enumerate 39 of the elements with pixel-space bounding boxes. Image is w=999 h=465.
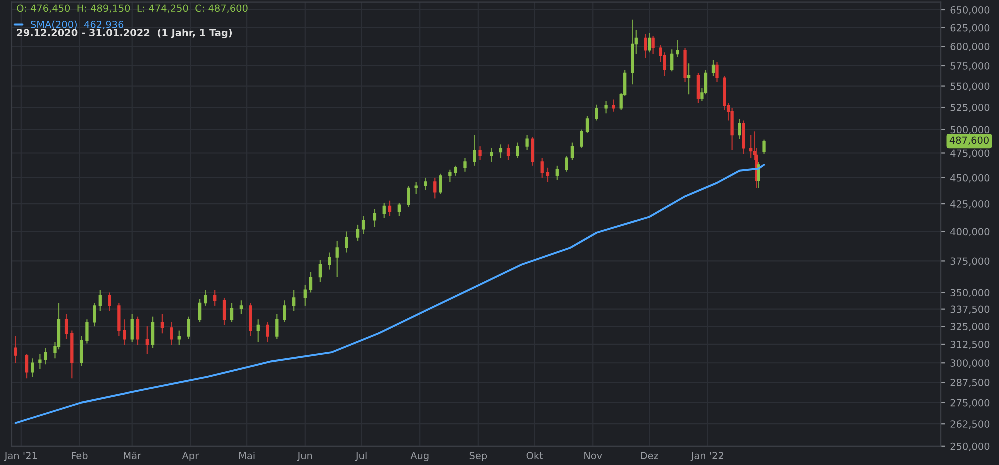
x-tick-label: Nov [584, 452, 602, 460]
chart-title: O: 476,450 H: 489,150 L: 474,250 C: 487,600 [17, 4, 248, 14]
y-tick-label: 525,000 [950, 104, 990, 112]
x-tick-label: Jan '21 [4, 452, 38, 462]
x-tick-label: Mai [240, 452, 255, 460]
x-tick-label: Dez [641, 452, 658, 460]
y-tick-label: 312,500 [950, 340, 990, 350]
y-tick-label: 350,000 [950, 289, 990, 298]
x-tick-label: Mär [124, 452, 142, 460]
x-tick-label: Apr [182, 452, 200, 462]
x-tick-label: Feb [72, 452, 88, 460]
y-tick-label: 600,000 [950, 43, 990, 52]
y-tick-label: 550,000 [950, 82, 990, 92]
text: 487,600 [950, 136, 989, 146]
x-tick-label: Jul [355, 452, 367, 462]
y-tick-label: 425,000 [950, 200, 990, 209]
y-tick-label: 287,500 [950, 379, 990, 388]
y-tick-label: 625,000 [950, 24, 990, 33]
x-tick-label: Sep [470, 452, 488, 462]
y-tick-label: 275,000 [950, 399, 990, 408]
x-tick-label: Jun [297, 452, 312, 462]
y-tick-label: 375,000 [950, 258, 990, 266]
y-tick-label: 475,000 [950, 150, 990, 158]
x-tick-label: Okt [526, 452, 544, 460]
y-tick-label: 262,500 [950, 420, 990, 429]
x-tick-label: Aug [410, 452, 429, 462]
y-tick-label: 325,000 [950, 323, 990, 332]
line-series [14, 164, 766, 424]
y-tick-label: 250,000 [950, 442, 990, 452]
legend-label: SMA(200) 462,936 [31, 20, 124, 30]
y-tick-label: 575,000 [950, 62, 990, 71]
x-tick-label: Jan '22 [690, 452, 724, 462]
y-tick-label: 450,000 [950, 174, 990, 183]
y-tick-label: 400,000 [950, 228, 990, 237]
text: 29.12.2020 - 31.01.2022 (1 Jahr, 1 Tag) [17, 28, 232, 38]
y-tick-label: 300,000 [950, 360, 990, 368]
y-tick-label: 337,500 [950, 306, 990, 314]
y-tick-label: 650,000 [950, 6, 990, 15]
y-tick-label: 500,000 [950, 126, 990, 135]
